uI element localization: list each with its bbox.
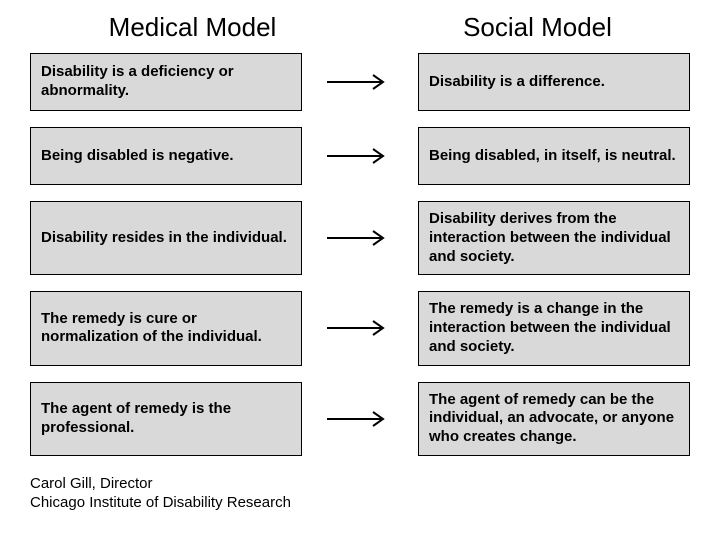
medical-box: The remedy is cure or normalization of t…: [30, 291, 302, 365]
comparison-row: Being disabled is negative. Being disabl…: [30, 127, 690, 185]
medical-box: Disability resides in the individual.: [30, 201, 302, 275]
arrow-cell: [302, 127, 418, 185]
arrow-icon: [325, 228, 395, 248]
comparison-rows: Disability is a deficiency or abnormalit…: [30, 53, 690, 456]
comparison-row: The agent of remedy is the professional.…: [30, 382, 690, 456]
arrow-cell: [302, 382, 418, 456]
arrow-icon: [325, 318, 395, 338]
social-box: Disability derives from the interaction …: [418, 201, 690, 275]
headers-row: Medical Model Social Model: [30, 12, 690, 43]
social-box: Disability is a difference.: [418, 53, 690, 111]
header-social-model: Social Model: [345, 12, 690, 43]
attribution: Carol Gill, Director Chicago Institute o…: [30, 474, 690, 513]
arrow-cell: [302, 201, 418, 275]
arrow-icon: [325, 146, 395, 166]
medical-box: Disability is a deficiency or abnormalit…: [30, 53, 302, 111]
social-box: Being disabled, in itself, is neutral.: [418, 127, 690, 185]
arrow-cell: [302, 291, 418, 365]
comparison-row: Disability resides in the individual. Di…: [30, 201, 690, 275]
medical-box: The agent of remedy is the professional.: [30, 382, 302, 456]
header-medical-model: Medical Model: [30, 12, 345, 43]
medical-box: Being disabled is negative.: [30, 127, 302, 185]
social-box: The agent of remedy can be the individua…: [418, 382, 690, 456]
social-box: The remedy is a change in the interactio…: [418, 291, 690, 365]
arrow-icon: [325, 72, 395, 92]
comparison-row: Disability is a deficiency or abnormalit…: [30, 53, 690, 111]
arrow-cell: [302, 53, 418, 111]
attribution-line1: Carol Gill, Director: [30, 474, 690, 494]
attribution-line2: Chicago Institute of Disability Research: [30, 493, 690, 513]
comparison-row: The remedy is cure or normalization of t…: [30, 291, 690, 365]
arrow-icon: [325, 409, 395, 429]
